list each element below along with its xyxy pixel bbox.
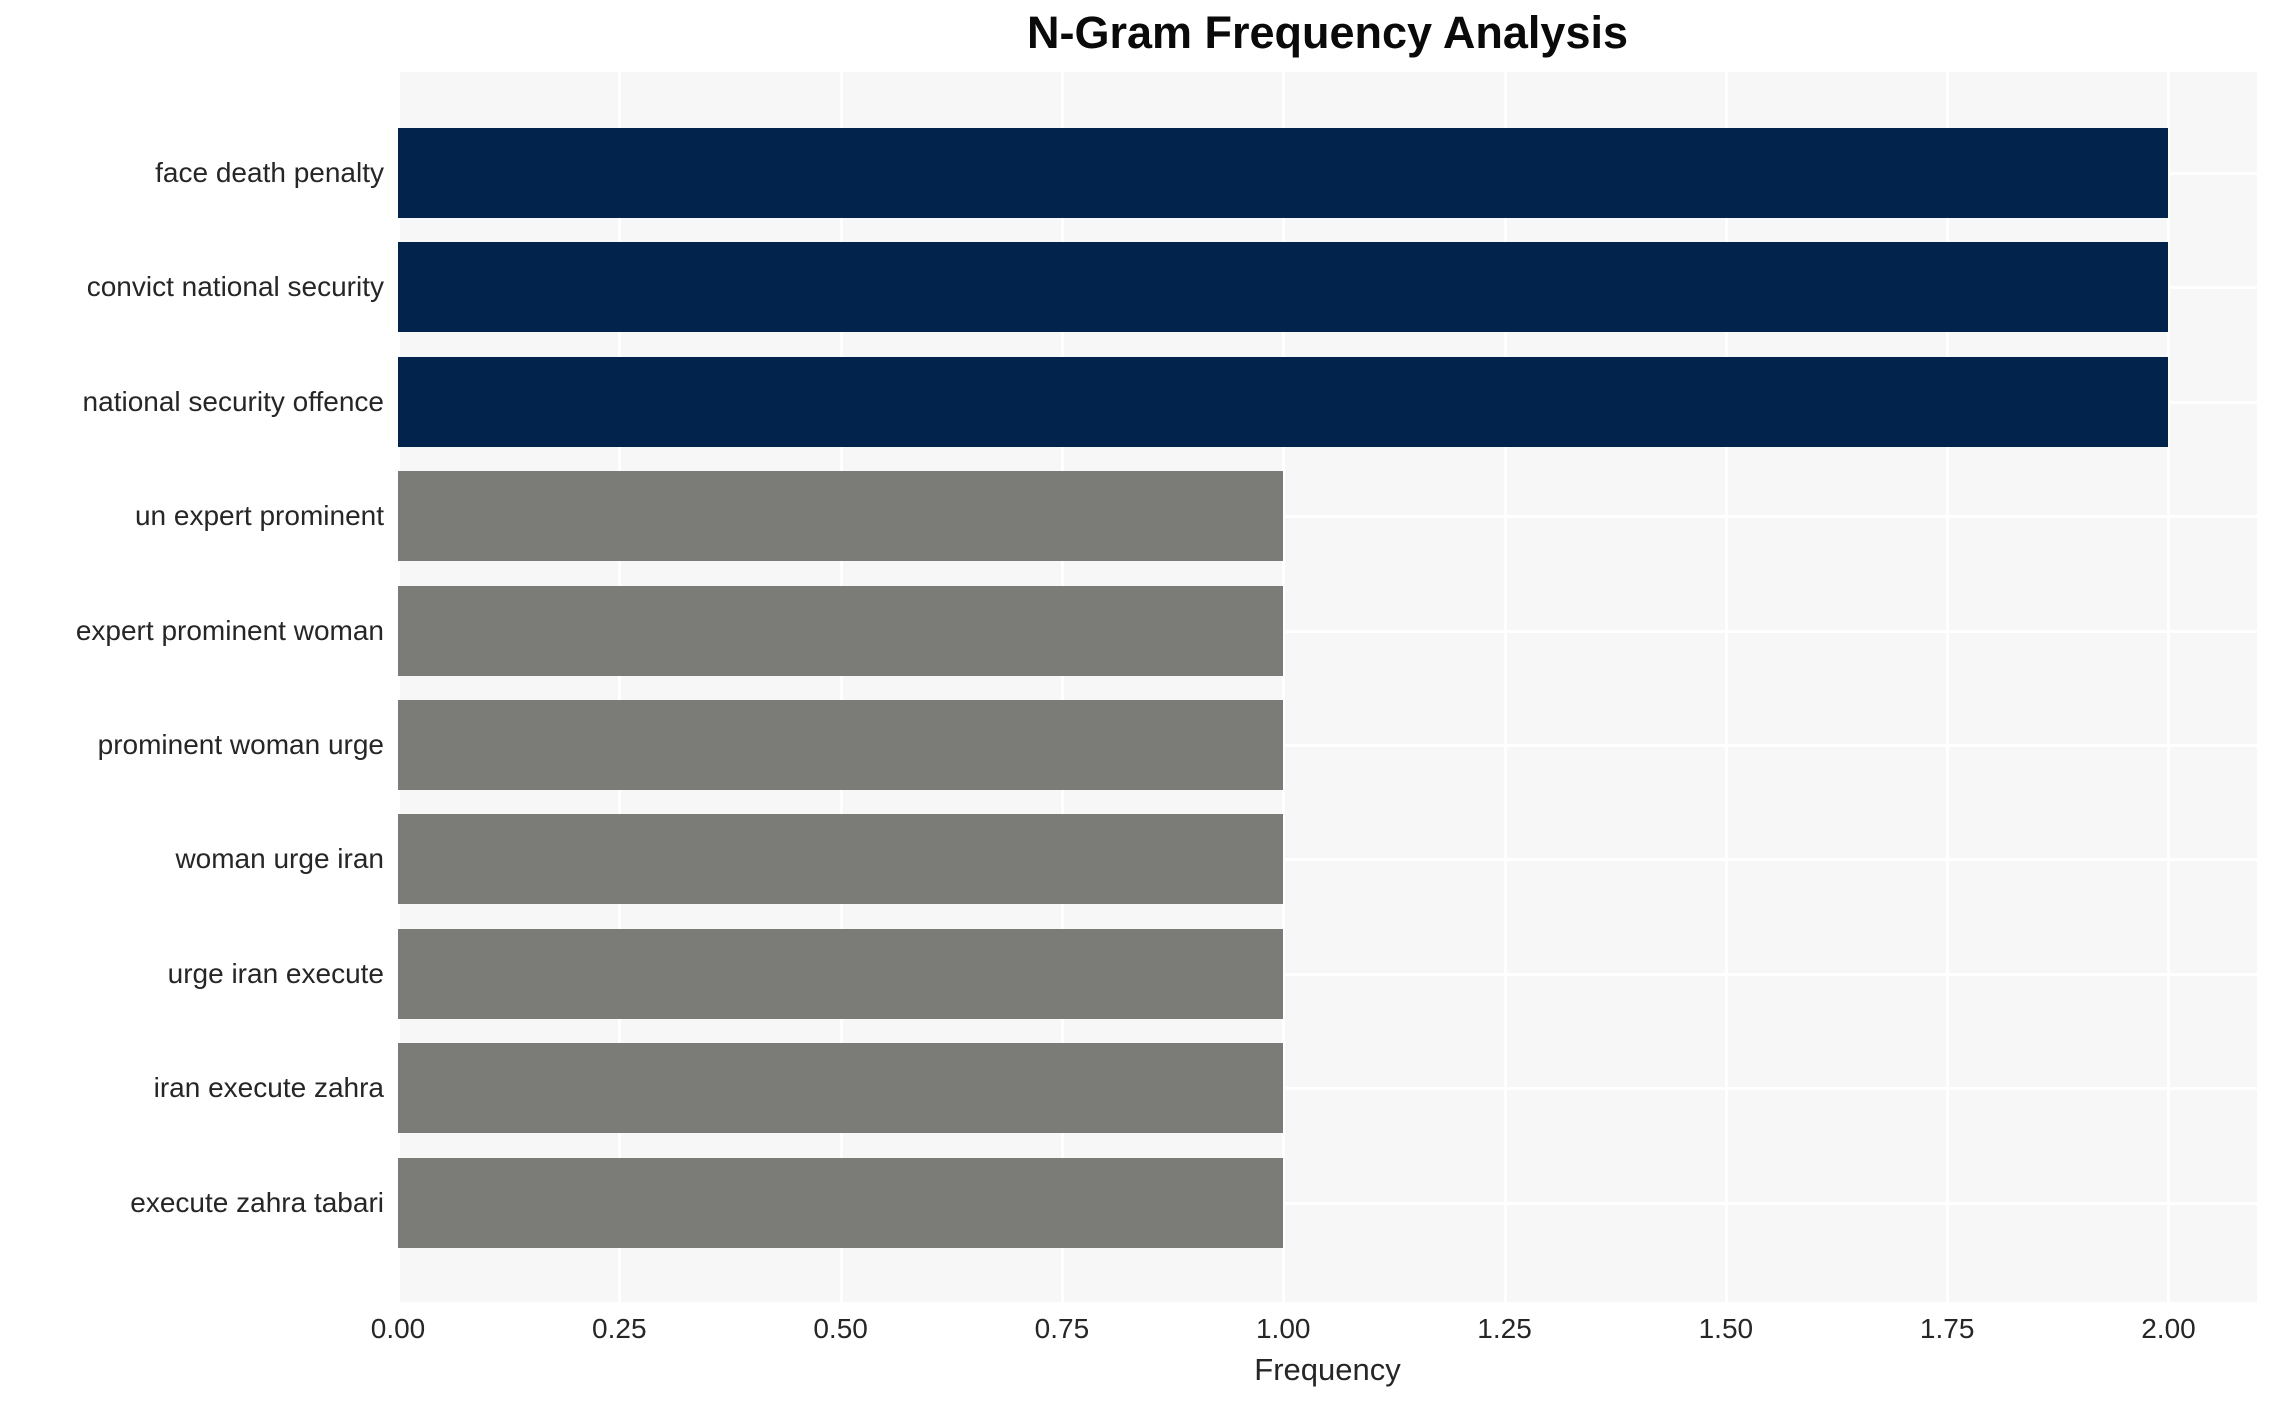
x-tick-label: 0.00	[370, 1313, 426, 1344]
category-label: face death penalty	[155, 157, 384, 188]
gridline-vertical	[1946, 72, 1950, 1302]
gridline-vertical	[839, 72, 843, 1302]
category-label: national security offence	[82, 385, 384, 417]
category-label: un expert prominent	[134, 500, 384, 532]
category-label: execute zahra tabari	[130, 1186, 384, 1218]
x-tick-label: 1.00	[1255, 1313, 1311, 1344]
bar	[398, 1157, 1284, 1248]
category-label: prominent woman urge	[97, 729, 384, 760]
category-label: convict national security	[86, 271, 384, 303]
bar	[398, 1043, 1284, 1134]
category-label: urge iran execute	[167, 957, 384, 989]
gridline-vertical	[1724, 72, 1728, 1302]
x-tick-label: 0.50	[813, 1313, 868, 1344]
category-label: iran execute zahra	[153, 1072, 384, 1104]
category-label: expert prominent woman	[75, 614, 384, 646]
gridline-horizontal	[398, 629, 2257, 633]
gridline-vertical	[618, 72, 622, 1302]
x-tick-label: 1.50	[1698, 1313, 1754, 1344]
gridline-horizontal	[398, 515, 2257, 519]
gridline-vertical	[1503, 72, 1507, 1302]
gridline-vertical	[2167, 72, 2171, 1302]
gridline-horizontal	[398, 858, 2257, 862]
x-tick-label: 0.75	[1034, 1313, 1090, 1344]
bar	[398, 585, 1284, 676]
bar	[398, 356, 2169, 447]
category-label: woman urge iran	[175, 843, 384, 875]
x-tick-label: 0.25	[592, 1313, 647, 1344]
x-tick-label: 1.25	[1477, 1313, 1532, 1344]
gridline-horizontal	[398, 1087, 2257, 1091]
bar	[398, 814, 1284, 905]
gridline-horizontal	[398, 972, 2257, 976]
gridline-vertical	[398, 72, 400, 1302]
bar	[398, 928, 1284, 1019]
gridline-vertical	[1060, 72, 1064, 1302]
chart-title: N-Gram Frequency Analysis	[1026, 7, 1629, 58]
x-tick-label: 2.00	[2141, 1313, 2196, 1344]
x-axis-label: Frequency	[1254, 1352, 1401, 1387]
x-tick-label: 1.75	[1919, 1313, 1975, 1344]
bar	[398, 471, 1284, 562]
bar	[398, 242, 2169, 333]
plot-area	[398, 72, 2257, 1302]
gridline-horizontal	[398, 1201, 2257, 1205]
gridline-horizontal	[398, 744, 2257, 747]
bar	[398, 128, 2169, 218]
gridline-vertical	[1282, 72, 1286, 1302]
bar	[398, 700, 1284, 790]
